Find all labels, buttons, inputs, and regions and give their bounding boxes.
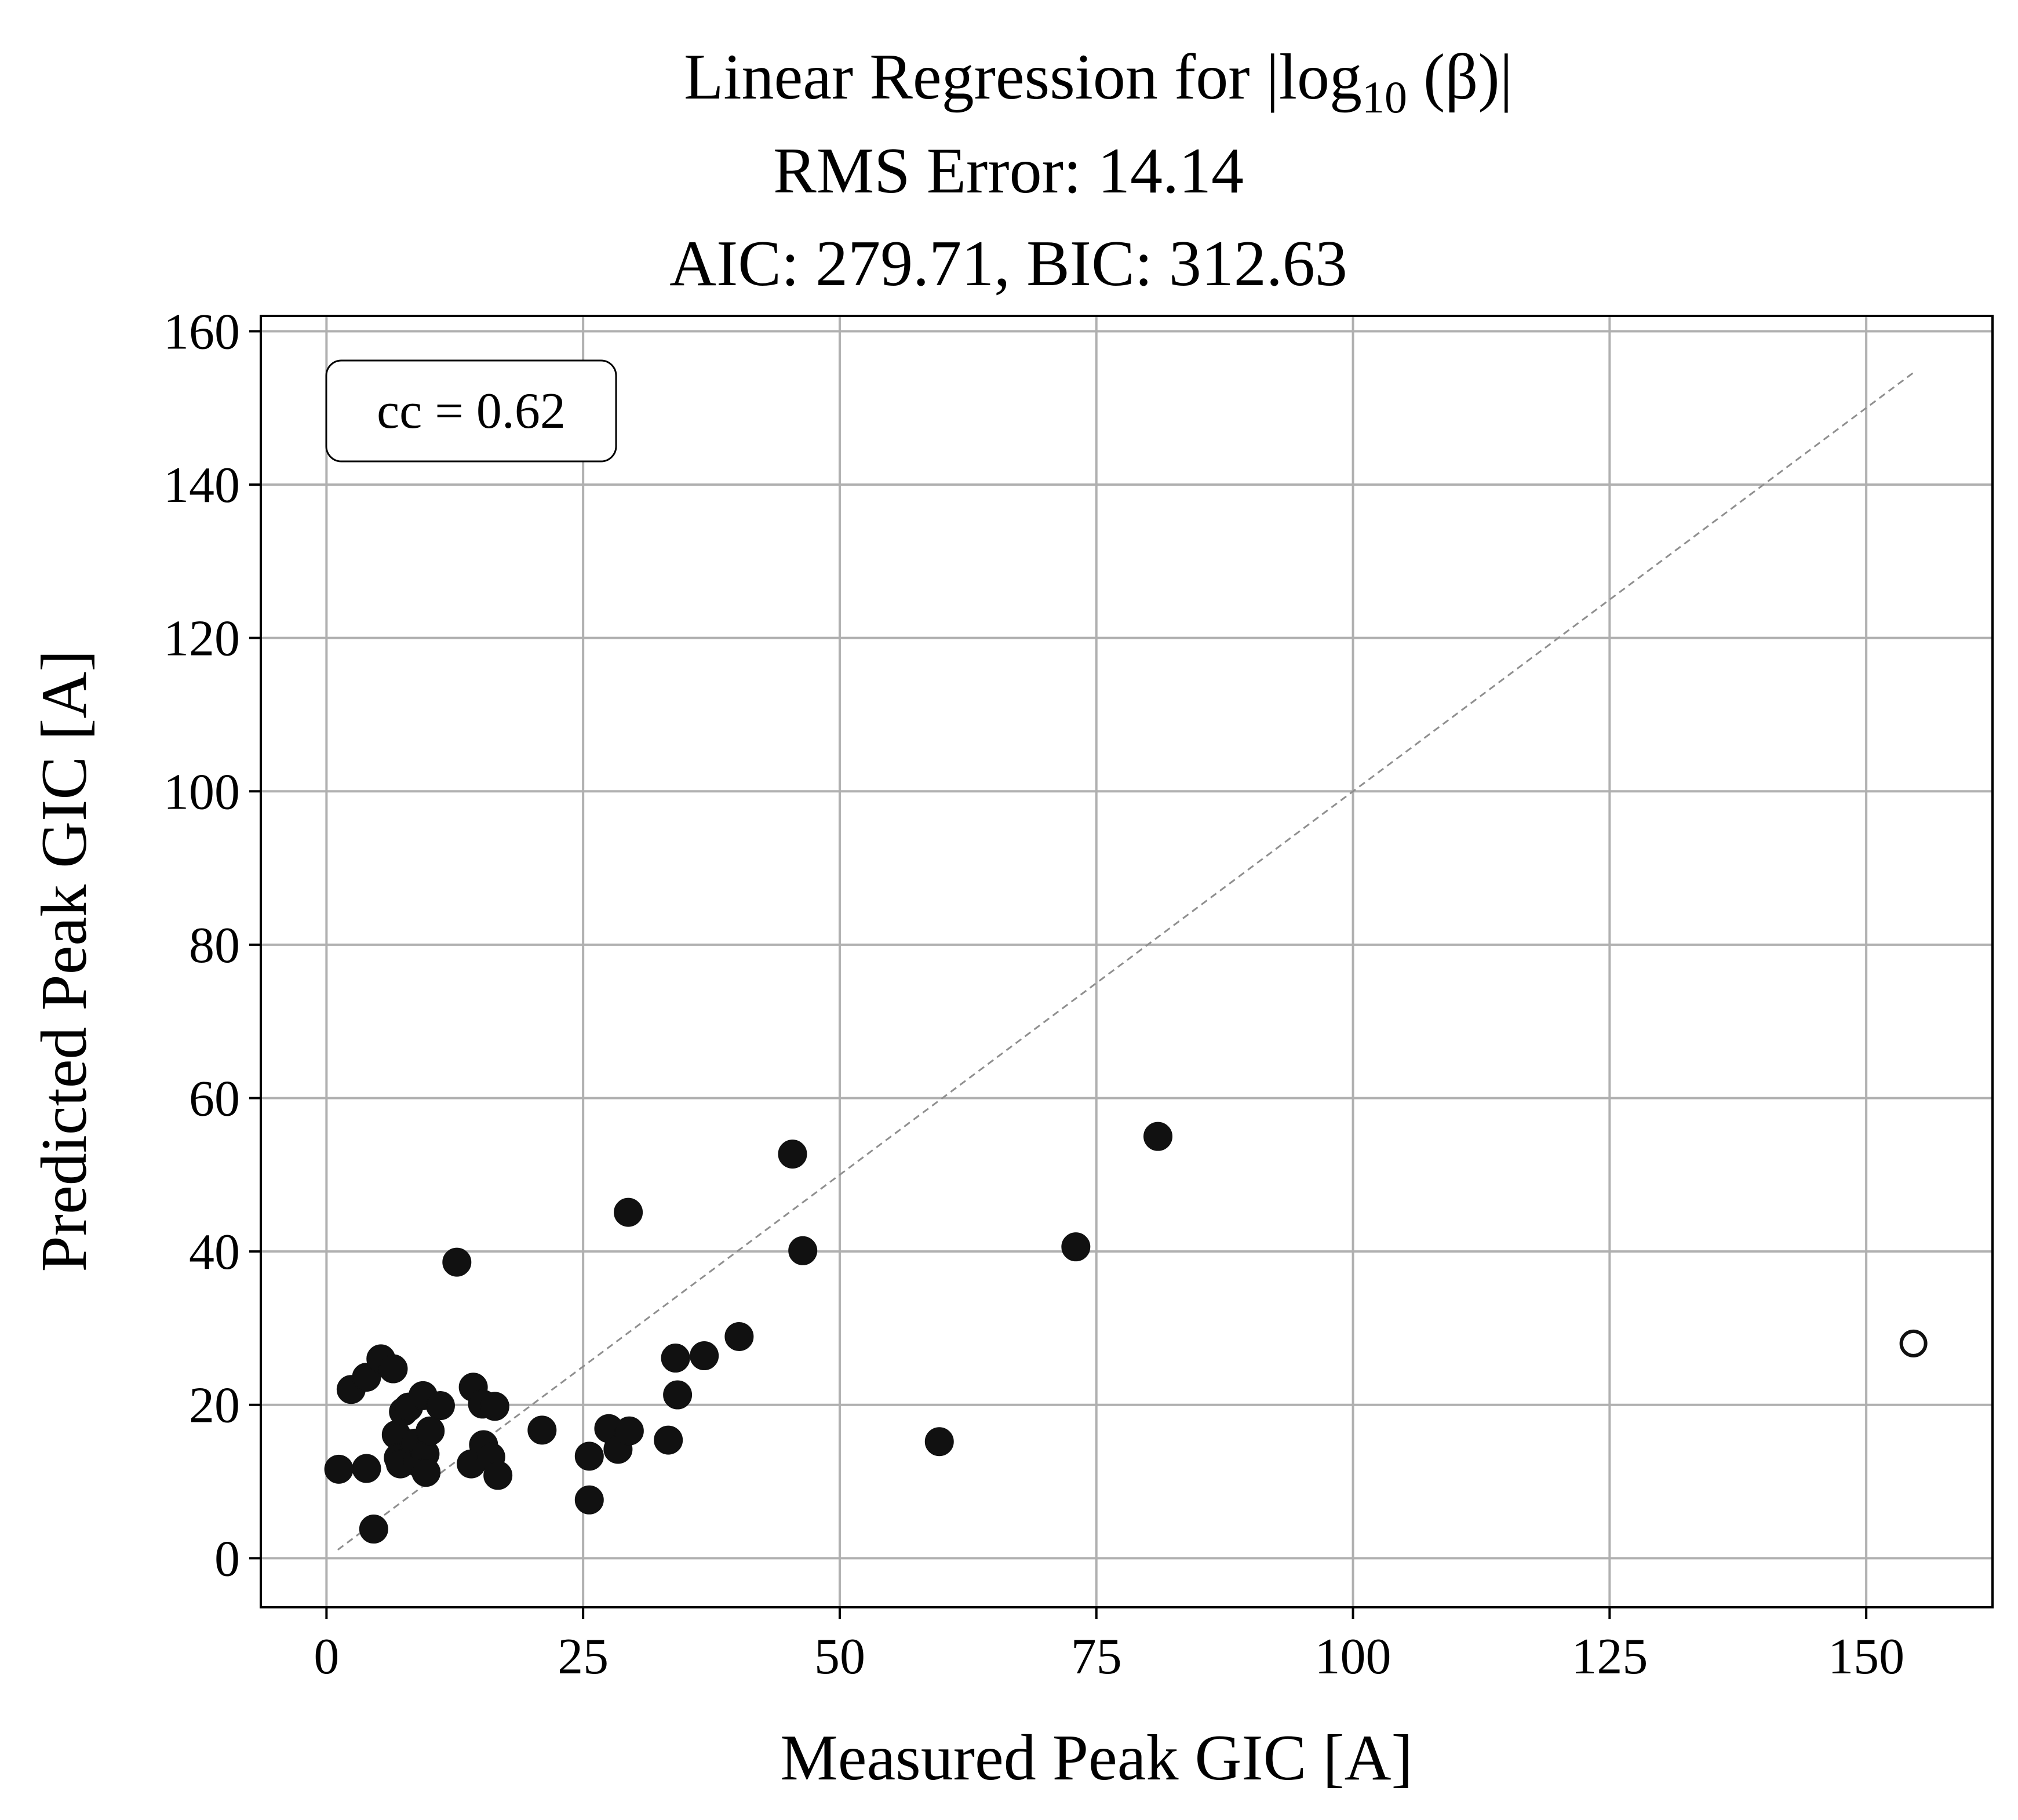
y-tick-label: 120 <box>163 611 240 667</box>
data-point <box>442 1247 472 1277</box>
x-tick-label: 50 <box>814 1629 865 1685</box>
y-tick-label: 80 <box>189 918 240 974</box>
y-tick-label: 20 <box>189 1378 240 1434</box>
cc-annotation-box <box>325 359 617 463</box>
data-point <box>614 1416 644 1446</box>
x-tick-label: 25 <box>558 1629 609 1685</box>
y-tick-label: 40 <box>189 1224 240 1280</box>
data-point <box>614 1197 643 1227</box>
y-tick-label: 160 <box>163 304 240 360</box>
data-point <box>411 1458 441 1487</box>
data-point <box>654 1425 683 1455</box>
data-point <box>352 1454 381 1483</box>
data-point <box>378 1354 408 1384</box>
chart-title-line2: RMS Error: 14.14 <box>773 135 1244 207</box>
data-point <box>690 1341 719 1371</box>
grid-lines <box>261 316 1992 1607</box>
x-tick-label: 100 <box>1315 1629 1392 1685</box>
y-tick-label: 140 <box>163 457 240 514</box>
data-point <box>483 1461 513 1490</box>
data-point <box>1061 1232 1091 1262</box>
y-tick-label: 100 <box>163 764 240 820</box>
data-point <box>788 1236 818 1265</box>
data-point <box>663 1380 693 1410</box>
chart-title-line1-prefix: Linear Regression for |log <box>684 41 1362 113</box>
chart-title-line1-subscript: 10 <box>1362 72 1407 122</box>
data-point <box>924 1427 954 1457</box>
chart-title-line1: Linear Regression for |log10 (β)| <box>684 41 1513 122</box>
data-points <box>324 1122 1928 1544</box>
x-tick-label: 150 <box>1828 1629 1904 1685</box>
x-tick-label: 0 <box>314 1629 339 1685</box>
outlier-data-point <box>1899 1329 1928 1357</box>
x-tick-label: 125 <box>1571 1629 1648 1685</box>
data-point <box>359 1515 388 1544</box>
data-point <box>416 1416 445 1446</box>
data-point <box>574 1442 604 1471</box>
data-point <box>480 1392 509 1421</box>
data-point <box>661 1344 690 1373</box>
x-tick-label: 75 <box>1071 1629 1122 1685</box>
chart-title-line3: AIC: 279.71, BIC: 312.63 <box>669 228 1347 300</box>
cc-annotation-text: cc = 0.62 <box>377 383 566 439</box>
chart-title-line1-suffix: (β)| <box>1407 41 1513 113</box>
identity-reference-line <box>337 372 1914 1550</box>
y-tick-label: 60 <box>189 1071 240 1127</box>
data-point <box>778 1140 807 1169</box>
chart-title: Linear Regression for |log10 (β)| RMS Er… <box>669 41 1513 300</box>
y-tick-label: 0 <box>214 1531 240 1587</box>
data-point <box>724 1322 754 1351</box>
data-point <box>574 1485 604 1515</box>
axis-ticks: 0 25 50 75 100 125 150 0 20 40 60 80 100 120 140 160 <box>163 304 1904 1685</box>
cc-annotation: cc = 0.62 <box>325 359 617 463</box>
data-point <box>1143 1122 1173 1151</box>
plot-area-frame <box>260 315 1994 1608</box>
x-axis-label: Measured Peak GIC [A] <box>780 1722 1413 1794</box>
data-point <box>527 1415 557 1445</box>
data-point <box>324 1454 354 1484</box>
y-axis-label: Predicted Peak GIC [A] <box>28 650 100 1272</box>
data-point <box>425 1391 455 1421</box>
